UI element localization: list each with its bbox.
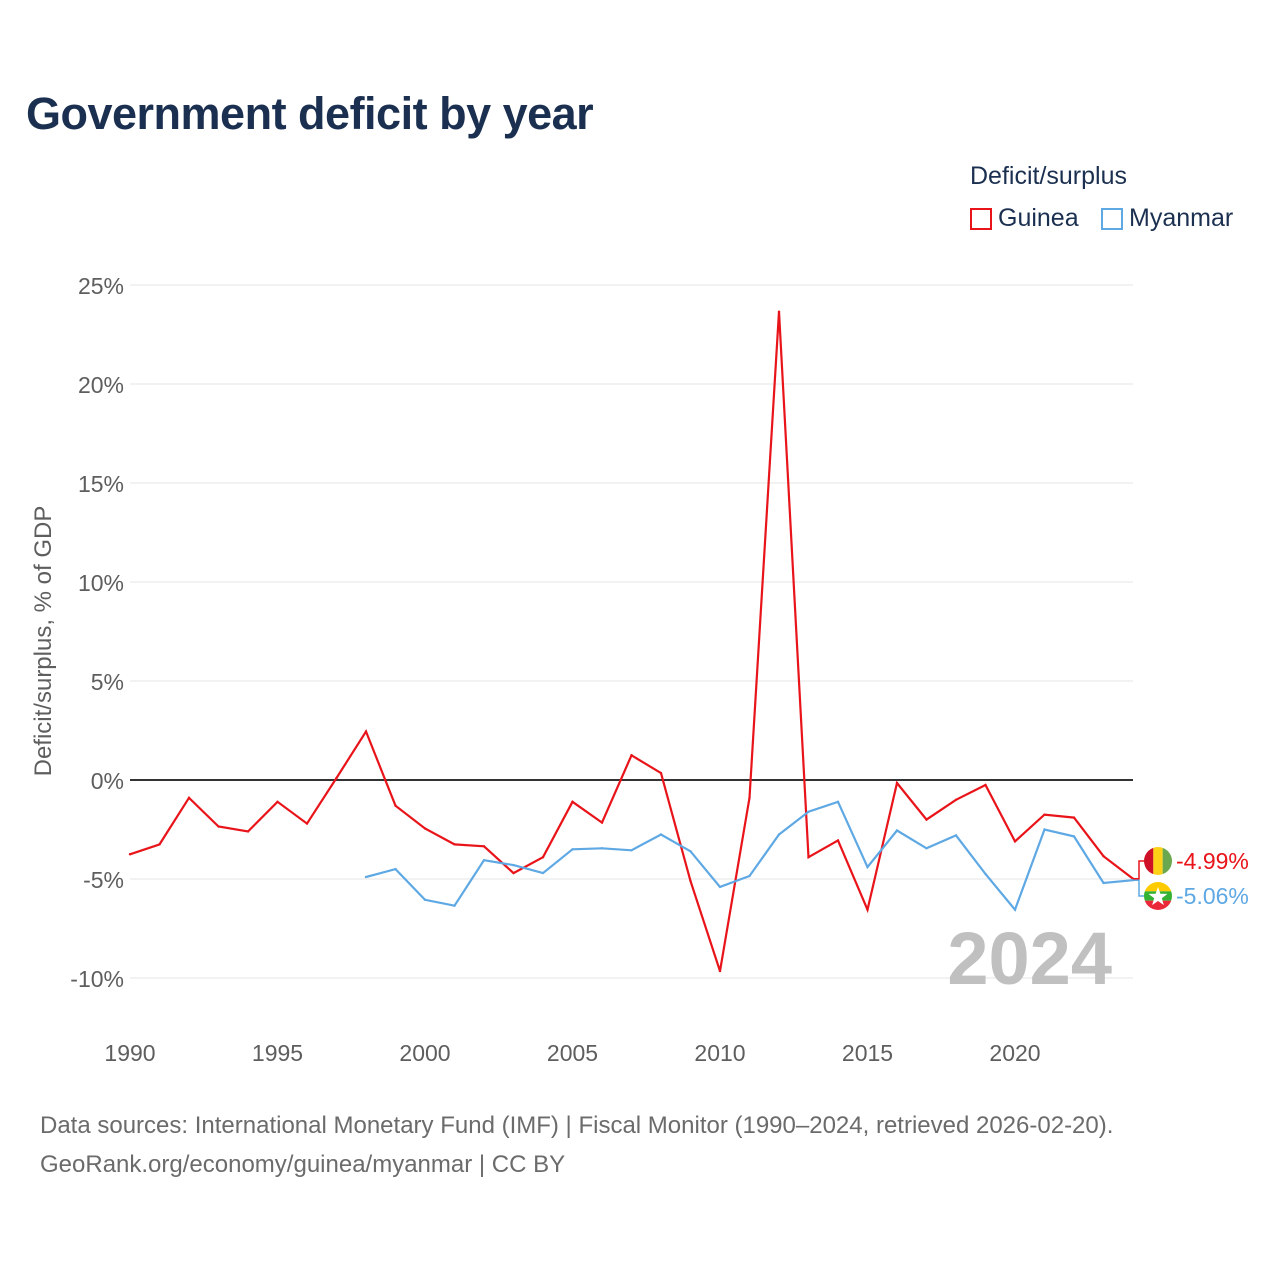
data-point-guinea [836,839,840,842]
data-point-guinea [571,800,574,803]
data-point-guinea [276,800,279,803]
data-point-myanmar [482,858,486,862]
data-point-guinea [748,796,751,800]
data-point-myanmar [1013,908,1017,911]
y-tick-label: 15% [78,471,124,497]
data-point-guinea [954,798,958,801]
data-sources: Data sources: International Monetary Fun… [40,1106,1113,1184]
data-point-myanmar [925,847,928,850]
legend-item-guinea[interactable]: Guinea [970,204,1079,233]
data-point-myanmar [777,833,781,836]
legend-label-guinea: Guinea [998,204,1079,232]
data-point-guinea [777,310,781,313]
data-point-guinea [246,830,250,833]
data-point-guinea [718,969,722,973]
data-point-guinea [630,754,633,757]
data-point-myanmar [807,810,810,813]
sources-line-2: GeoRank.org/economy/guinea/myanmar | CC … [40,1151,566,1178]
chart-svg: 25% 20% 15% 10% 5% 0% -5% -10% 1990 1995 2000 2005 2… [30,273,1249,1066]
data-point-guinea [984,783,987,787]
end-connector-myanmar [1133,879,1145,897]
data-point-guinea [866,908,869,911]
data-point-myanmar [954,834,958,837]
data-point-guinea [659,771,663,775]
legend-label-myanmar: Myanmar [1129,204,1234,232]
legend-title: Deficit/surplus [970,162,1127,190]
data-point-guinea [925,818,928,821]
data-point-myanmar [453,904,456,907]
y-tick-label: 10% [78,570,124,596]
data-point-guinea [364,730,368,733]
data-point-myanmar [630,849,633,852]
data-point-myanmar [512,863,515,867]
legend-item-myanmar[interactable]: Myanmar [1101,204,1233,233]
series-line-guinea [129,311,1134,972]
data-point-myanmar [836,800,840,803]
y-tick-label: 25% [78,273,124,299]
data-point-guinea [305,822,309,825]
data-point-myanmar [748,874,751,878]
x-tick-label: 2020 [989,1040,1040,1066]
data-point-guinea [895,781,899,785]
data-point-guinea [541,856,545,859]
data-point-guinea [158,843,161,846]
data-point-myanmar [866,865,869,869]
data-point-guinea [689,879,692,883]
data-point-myanmar [1072,835,1076,838]
x-tick-label: 1990 [104,1040,155,1066]
data-point-guinea [512,871,515,875]
x-tick-label: 2010 [694,1040,745,1066]
data-point-myanmar [600,847,604,850]
data-point-myanmar [689,850,692,853]
y-tick-label: -5% [83,867,124,893]
year-watermark: 2024 [947,917,1112,1000]
data-point-myanmar [364,875,368,879]
y-tick-label: 0% [91,768,124,794]
y-axis-label: Deficit/surplus, % of GDP [30,506,57,777]
data-point-myanmar [659,833,663,836]
data-point-guinea [1072,816,1076,819]
x-tick-label: 2000 [399,1040,450,1066]
end-connector-guinea [1133,860,1145,880]
data-point-guinea [1013,840,1017,843]
data-point-guinea [453,843,456,846]
sources-line-1: Data sources: International Monetary Fun… [40,1112,1114,1139]
data-point-myanmar [394,867,397,871]
data-point-myanmar [718,885,722,889]
end-label-myanmar: -5.06% [1176,883,1249,909]
data-point-guinea [128,853,132,856]
data-point-guinea [600,821,604,824]
y-tick-label: 20% [78,372,124,398]
data-point-guinea [807,856,810,859]
data-point-myanmar [423,898,427,901]
data-point-myanmar [1102,881,1105,885]
data-point-myanmar [571,848,574,851]
guinea-flag-icon [1144,847,1172,875]
myanmar-flag-icon [1144,882,1172,910]
data-point-guinea [217,825,220,828]
data-point-guinea [482,845,486,848]
data-point-guinea [423,827,427,830]
chart-title: Government deficit by year [26,88,594,139]
x-tick-label: 2005 [547,1040,598,1066]
x-tick-label: 1995 [252,1040,303,1066]
series-line-myanmar [365,800,1134,912]
data-point-guinea [187,796,191,800]
y-tick-label: 5% [91,669,124,695]
data-point-myanmar [984,872,987,876]
data-point-guinea [1102,855,1105,858]
end-label-guinea: -4.99% [1176,848,1249,874]
legend-swatch-myanmar [1101,207,1123,230]
data-point-myanmar [895,829,899,832]
data-point-guinea [394,804,397,807]
data-point-guinea [1043,813,1046,816]
data-point-myanmar [541,871,545,875]
legend-swatch-guinea [970,207,992,230]
data-point-guinea [335,776,338,780]
y-tick-label: -10% [70,966,124,992]
data-point-myanmar [1043,828,1046,831]
x-tick-label: 2015 [842,1040,893,1066]
